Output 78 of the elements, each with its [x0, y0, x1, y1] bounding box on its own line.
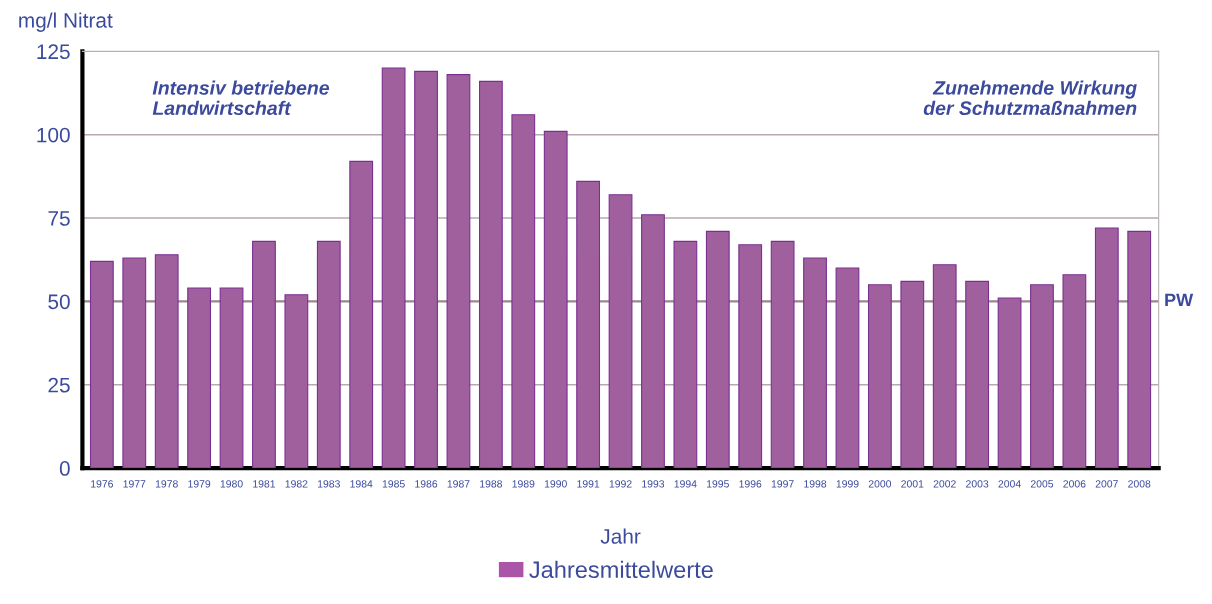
x-axis-title: Jahr	[600, 528, 641, 544]
x-tick-label: 1978	[155, 480, 178, 488]
x-tick-label: 2006	[1063, 480, 1086, 488]
bar	[1062, 274, 1087, 469]
x-tick-label: 1997	[771, 480, 794, 488]
x-tick-label: 1979	[188, 480, 211, 488]
y-tick-label: 0	[59, 461, 70, 476]
x-tick-label: 1989	[512, 480, 535, 488]
x-tick-label: 2005	[1030, 480, 1054, 488]
x-tick-label: 1981	[253, 480, 276, 488]
bar	[252, 240, 276, 469]
bar	[900, 280, 925, 469]
bar	[803, 257, 827, 469]
x-tick-label: 1985	[382, 480, 405, 488]
bar	[997, 297, 1022, 469]
x-tick-label: 1990	[544, 480, 567, 488]
x-tick-label: 1988	[480, 480, 503, 488]
x-tick-label: 2003	[966, 480, 989, 488]
bar	[511, 114, 536, 469]
bar	[705, 230, 730, 469]
x-tick-label: 2008	[1128, 480, 1151, 488]
x-tick-label: 1993	[642, 480, 665, 488]
bar	[122, 257, 147, 469]
y-tick-label: 75	[48, 211, 70, 226]
x-tick-label: 2002	[933, 480, 956, 488]
x-tick-label: 1999	[836, 480, 859, 488]
x-tick-label: 1987	[447, 480, 470, 488]
annotation: Zunehmende Wirkung der Schutzmaßnahmen	[923, 80, 1137, 116]
x-tick-label: 2001	[901, 480, 924, 488]
bar	[576, 180, 601, 469]
bar	[187, 287, 212, 469]
x-tick-label: 1991	[577, 480, 600, 488]
bar	[608, 194, 633, 469]
x-tick-label: 1996	[739, 480, 762, 488]
bar	[316, 240, 341, 469]
bar	[219, 287, 244, 469]
annotation: Intensiv betriebene Landwirtschaft	[152, 80, 330, 116]
bar	[738, 244, 763, 469]
bar	[835, 267, 860, 469]
x-tick-label: 1992	[609, 480, 632, 488]
bar	[641, 214, 665, 469]
x-tick-label: 1986	[415, 480, 438, 488]
x-tick-label: 1983	[318, 480, 340, 488]
x-tick-label: 1984	[350, 480, 373, 488]
x-tick-label: 1980	[220, 480, 243, 488]
bar	[89, 260, 114, 469]
bar	[1030, 284, 1054, 469]
x-tick-label: 2000	[868, 480, 892, 488]
x-tick-label: 1977	[123, 480, 146, 488]
bar	[543, 130, 568, 469]
bar	[284, 294, 309, 469]
bar	[154, 254, 179, 469]
bar	[673, 240, 698, 469]
y-axis-title: mg/l Nitrat	[19, 12, 113, 32]
ref-line-label: PW	[1165, 293, 1194, 307]
x-tick-label: 1994	[674, 480, 697, 488]
x-tick-label: 1995	[707, 480, 729, 488]
y-tick-label: 100	[37, 127, 70, 143]
x-tick-label: 1982	[285, 480, 308, 488]
bar	[867, 284, 892, 469]
y-tick-label: 50	[48, 294, 70, 310]
x-tick-label: 1976	[91, 480, 113, 488]
bar	[446, 74, 471, 469]
x-tick-label: 2004	[998, 480, 1021, 488]
bar	[478, 80, 503, 469]
bar	[1094, 227, 1119, 469]
bar	[381, 67, 406, 469]
x-tick-label: 2007	[1095, 480, 1118, 488]
legend-label: Jahresmittelwerte	[529, 560, 713, 579]
bar	[414, 70, 438, 469]
bar	[349, 160, 374, 469]
y-tick-label: 25	[48, 377, 70, 393]
bar	[1127, 230, 1152, 469]
bar	[932, 264, 957, 469]
x-tick-label: 1998	[804, 480, 827, 488]
y-tick-label: 125	[37, 44, 70, 60]
bar	[770, 240, 795, 469]
bar	[965, 280, 990, 469]
